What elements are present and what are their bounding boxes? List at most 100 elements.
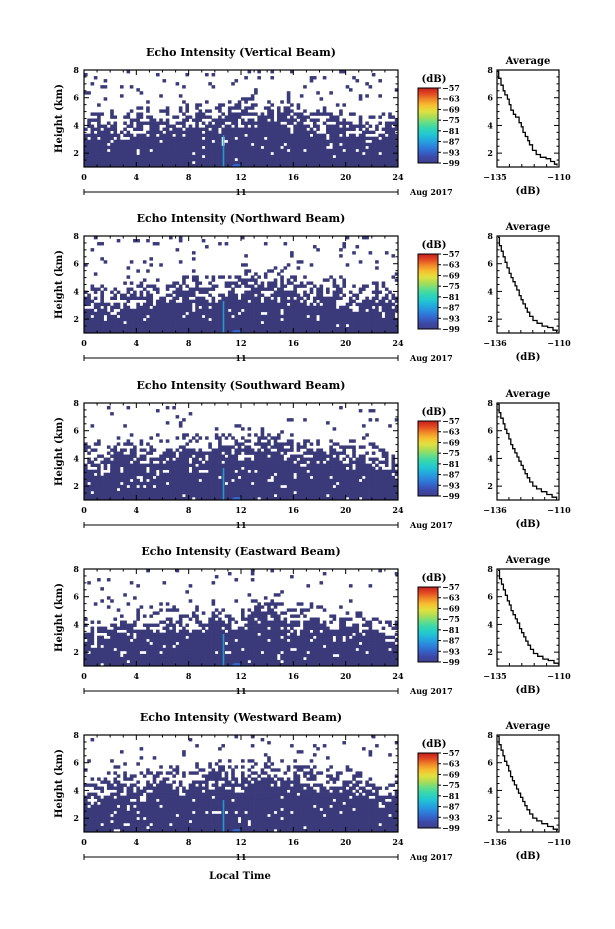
profile-y-tick-label: 8 [487,398,493,408]
colorbar-tick-label: −69 [442,437,460,447]
x-tick-label: 0 [81,338,87,348]
colorbar-tick-label: −93 [442,812,460,822]
y-tick-label: 4 [73,286,79,296]
profile-y-tick-label: 6 [487,259,493,269]
profile-y-tick-label: 2 [487,481,493,491]
y-tick-label: 6 [73,426,79,436]
colorbar-tick-label: −81 [442,292,460,302]
colorbar-tick-label: −99 [442,657,460,667]
profile-x-tick-label: −136 [483,837,507,847]
profile-y-tick-label: 2 [487,314,493,324]
colorbar-unit: (dB) [422,74,447,85]
profile-frame [496,402,560,501]
colorbar-unit: (dB) [422,240,447,251]
colorbar-tick-label: −93 [442,646,460,656]
x-tick-label: 24 [392,172,404,182]
x-tick-label: 8 [186,338,192,348]
y-tick-label: 6 [73,758,79,768]
colorbar-tick-label: −63 [442,427,460,437]
y-axis-label: Height (km) [54,417,65,486]
colorbar-tick-label: −81 [442,625,460,635]
colorbar-tick-label: −75 [442,448,460,458]
x-tick-label: 16 [288,671,300,681]
x-tick-label: 20 [340,671,352,681]
colorbar-tick-label: −69 [442,270,460,280]
profile-y-tick-label: 4 [487,120,493,130]
colorbar-tick-label: −99 [442,324,460,334]
day-label: 11 [235,353,246,363]
profile-x-label: (dB) [516,685,541,696]
x-tick-label: 4 [134,671,140,681]
date-label: Aug 2017 [409,686,453,696]
y-tick-label: 2 [73,314,79,324]
colorbar-tick-label: −99 [442,823,460,833]
profile-y-tick-label: 4 [487,619,493,629]
colorbar-tick-label: −63 [442,759,460,769]
colorbar-tick-label: −63 [442,260,460,270]
heatmap-field [84,236,399,334]
x-tick-label: 8 [186,837,192,847]
colorbar-tick-label: −87 [442,802,460,812]
y-tick-label: 8 [73,564,79,574]
profile-y-tick-label: 8 [487,564,493,574]
y-tick-label: 2 [73,148,79,158]
y-axis-label: Height (km) [54,749,65,818]
profile-y-tick-label: 2 [487,813,493,823]
colorbar-tick-label: −75 [442,115,460,125]
chart-title: Echo Intensity (Southward Beam) [137,379,346,392]
profile-line [498,569,559,665]
date-label: Aug 2017 [409,187,453,197]
colorbar [417,420,439,497]
date-label: Aug 2017 [409,852,453,862]
profile-y-tick-label: 2 [487,148,493,158]
colorbar-tick-label: −57 [442,249,460,259]
profile-x-label: (dB) [516,519,541,530]
y-tick-label: 2 [73,481,79,491]
colorbar-tick-label: −69 [442,603,460,613]
profile-y-tick-label: 8 [487,65,493,75]
colorbar-tick-label: −63 [442,593,460,603]
date-label: Aug 2017 [409,520,453,530]
colorbar-unit: (dB) [422,739,447,750]
profile-line [498,236,558,332]
profile-y-tick-label: 4 [487,286,493,296]
x-tick-label: 16 [288,837,300,847]
profile-x-tick-label: −110 [547,671,571,681]
y-tick-label: 8 [73,231,79,241]
profile-y-tick-label: 6 [487,758,493,768]
panel-5: Echo Intensity (Westward Beam) 0 4 8 12 16 20 2… [54,711,571,862]
x-axis-label: Local Time [209,871,271,882]
profile-y-tick-label: 8 [487,730,493,740]
profile-x-label: (dB) [516,186,541,197]
profile-x-label: (dB) [516,352,541,363]
colorbar-tick-label: −93 [442,147,460,157]
x-tick-label: 20 [340,505,352,515]
profile-y-tick-label: 6 [487,426,493,436]
day-label: 11 [235,686,246,696]
profile-x-label: (dB) [516,851,541,862]
profile-y-tick-label: 6 [487,93,493,103]
x-tick-label: 4 [134,505,140,515]
profile-title: Average [505,721,551,732]
x-tick-label: 12 [235,505,246,515]
chart-title: Echo Intensity (Westward Beam) [140,711,342,724]
y-axis-label: Height (km) [54,583,65,652]
profile-y-tick-label: 4 [487,453,493,463]
x-tick-label: 4 [134,172,140,182]
x-tick-label: 16 [288,338,300,348]
profile-y-tick-label: 4 [487,785,493,795]
x-tick-label: 12 [235,172,246,182]
colorbar [417,586,439,663]
profile-line [497,735,558,831]
x-tick-label: 20 [340,172,352,182]
x-tick-label: 12 [235,671,246,681]
x-tick-label: 24 [392,837,404,847]
x-tick-label: 24 [392,671,404,681]
heatmap-field [84,406,399,501]
chart-title: Echo Intensity (Vertical Beam) [146,46,336,59]
profile-y-tick-label: 2 [487,647,493,657]
heatmap-field [84,735,399,833]
profile-x-tick-label: −136 [483,338,507,348]
x-tick-label: 16 [288,505,300,515]
profile-y-tick-label: 8 [487,231,493,241]
